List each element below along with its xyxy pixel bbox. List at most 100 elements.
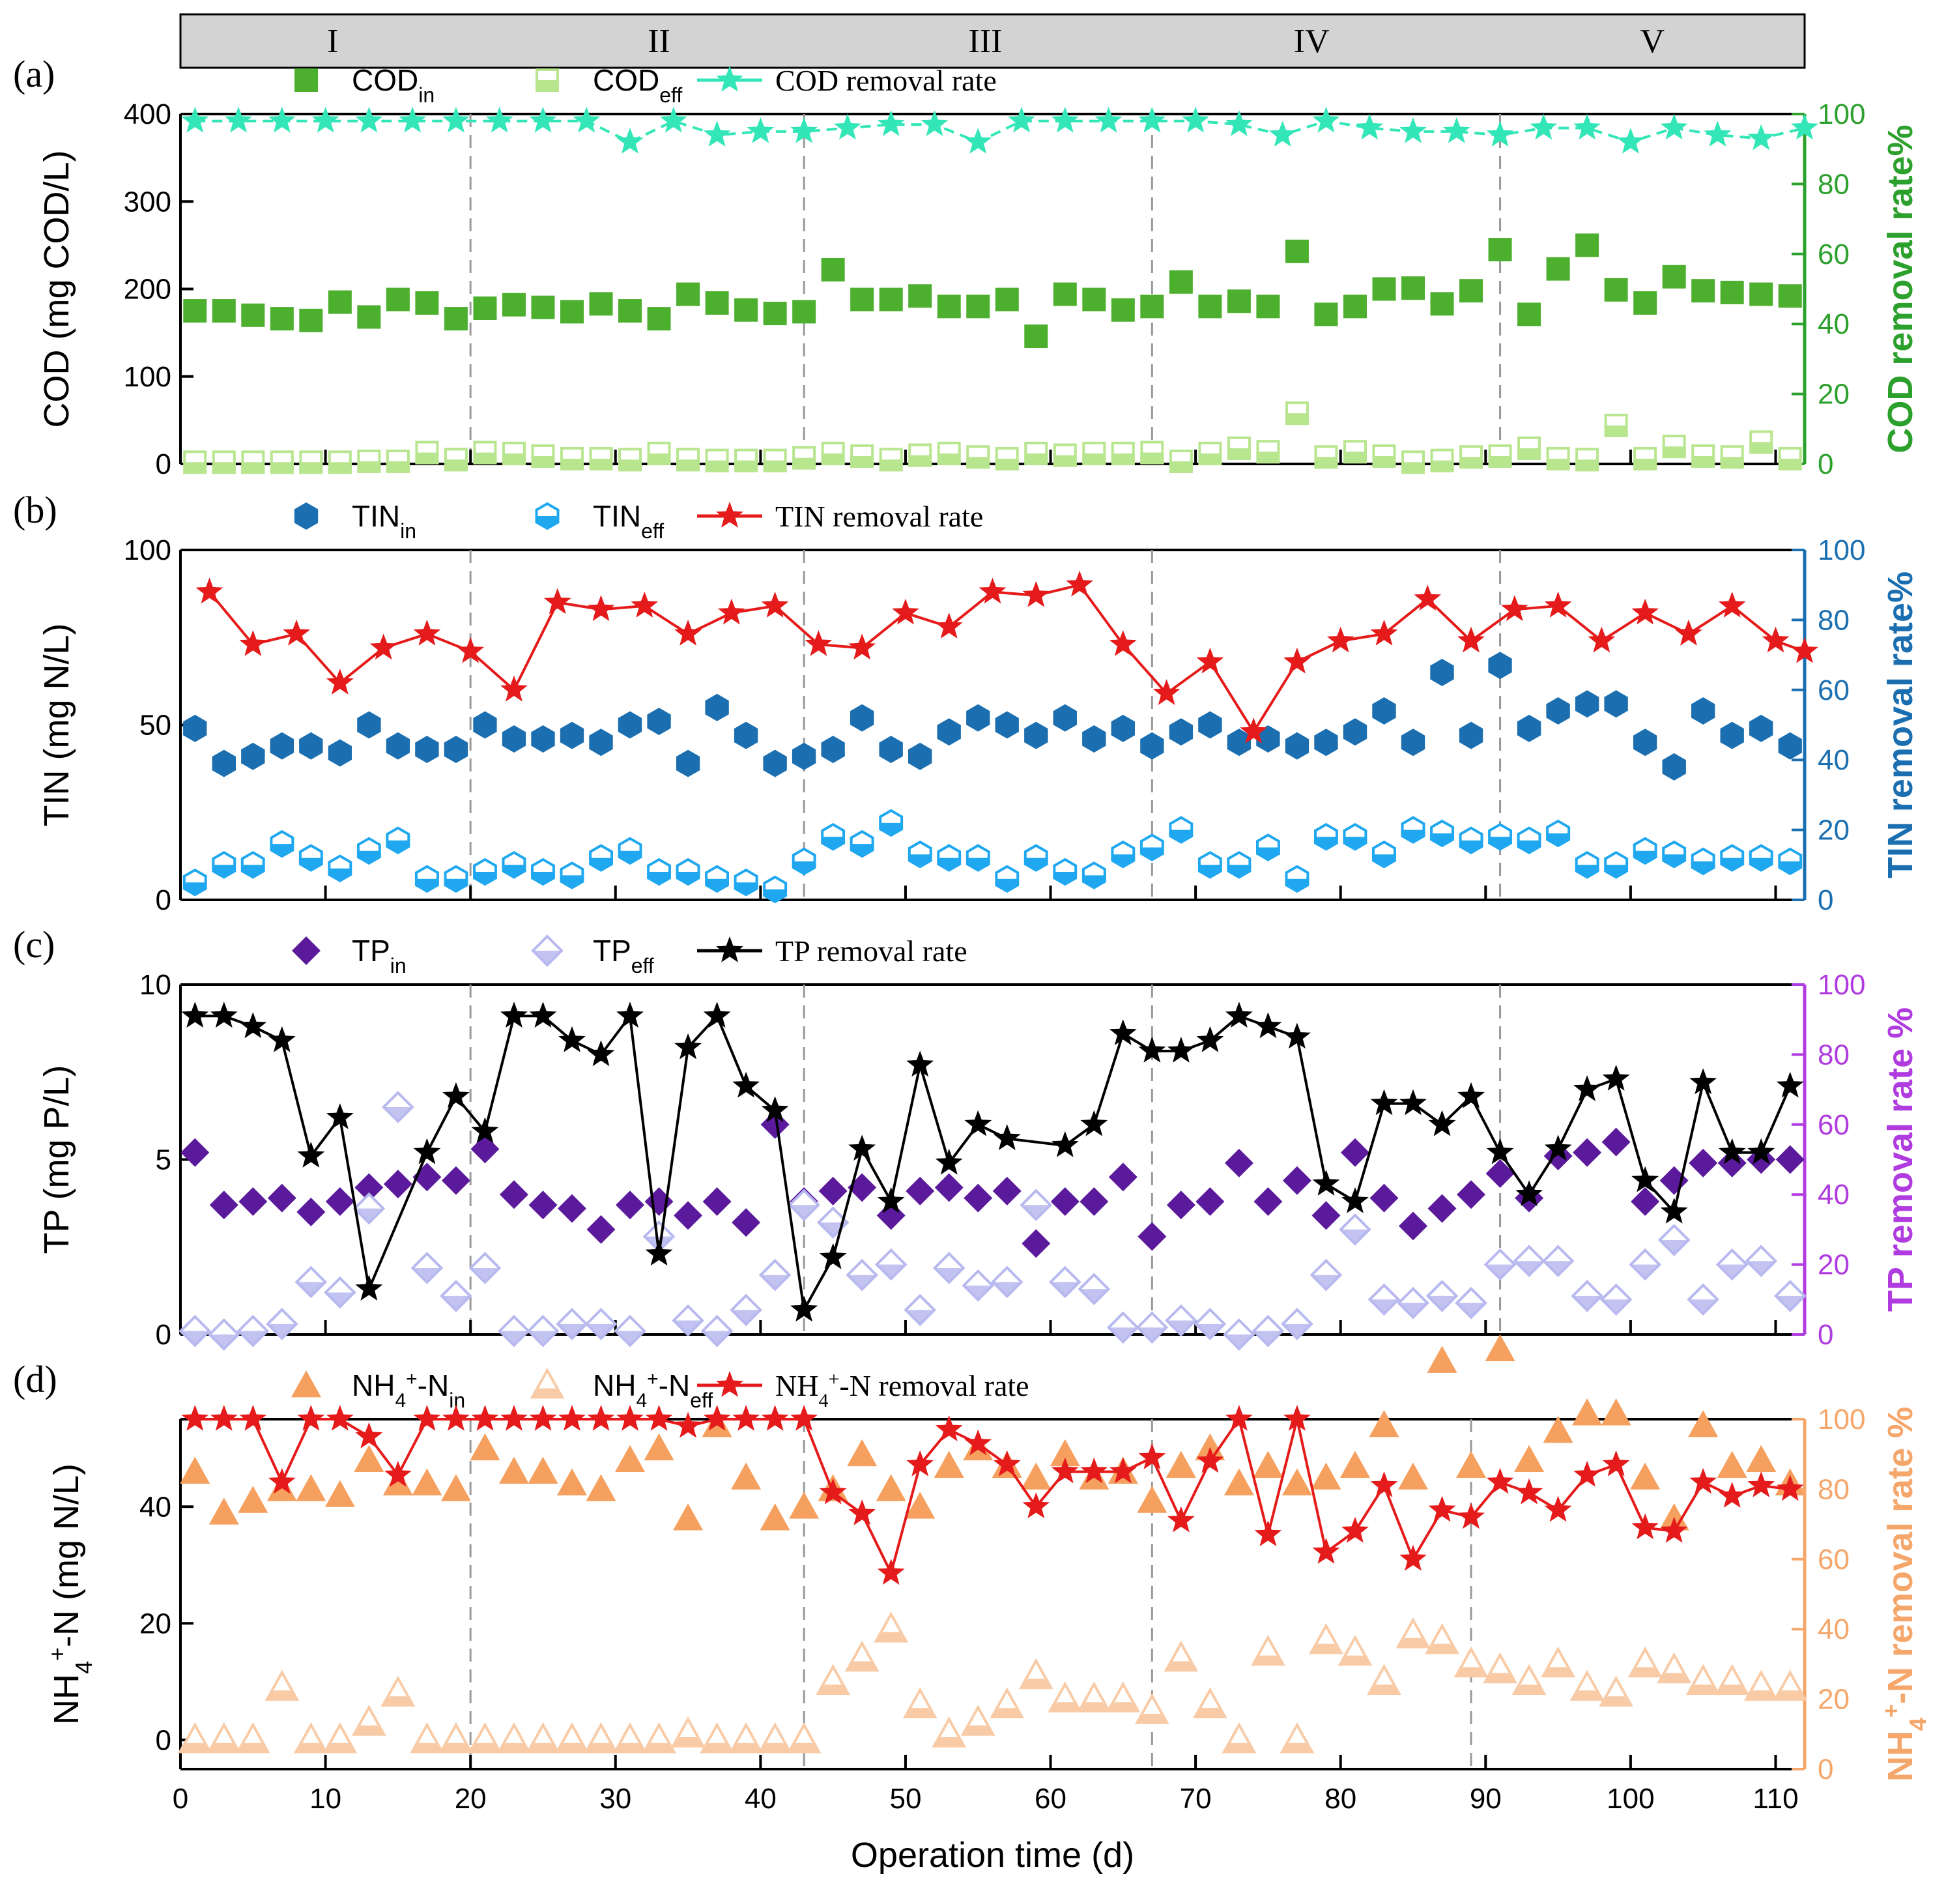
data-point bbox=[1256, 725, 1280, 753]
data-point-fill bbox=[1747, 1261, 1776, 1276]
data-point-fill bbox=[1631, 1264, 1660, 1279]
data-point bbox=[1747, 1138, 1775, 1164]
data-point-fill bbox=[589, 858, 613, 872]
data-point-fill bbox=[212, 865, 236, 879]
data-point bbox=[1483, 1652, 1517, 1684]
data-point bbox=[1136, 1311, 1169, 1344]
data-point bbox=[293, 1722, 328, 1753]
y2-tick-label: 40 bbox=[1818, 1613, 1850, 1645]
data-point bbox=[790, 1405, 818, 1431]
data-point bbox=[673, 1503, 704, 1531]
data-point-fill bbox=[1080, 1289, 1109, 1304]
data-point-fill bbox=[444, 878, 468, 893]
data-point-fill bbox=[731, 1742, 762, 1752]
data-point bbox=[1048, 1681, 1083, 1712]
data-point bbox=[676, 448, 700, 472]
data-point bbox=[906, 1450, 934, 1477]
data-point bbox=[1660, 1516, 1688, 1543]
data-point bbox=[235, 1722, 270, 1753]
data-point bbox=[1718, 591, 1746, 618]
data-point bbox=[1517, 436, 1541, 460]
data-point bbox=[1718, 1482, 1746, 1508]
data-point bbox=[1196, 1026, 1224, 1052]
data-point bbox=[1370, 619, 1398, 646]
data-point-fill bbox=[616, 1331, 645, 1346]
data-point-fill bbox=[560, 458, 584, 470]
data-point-fill bbox=[1456, 1667, 1487, 1677]
data-point-fill bbox=[1314, 457, 1338, 469]
data-point bbox=[1326, 626, 1354, 653]
data-point bbox=[384, 1460, 412, 1487]
data-point bbox=[792, 300, 816, 324]
y2-tick-label: 80 bbox=[1818, 604, 1850, 636]
data-point-fill bbox=[1633, 458, 1657, 470]
data-point bbox=[1513, 1245, 1545, 1278]
data-point bbox=[1167, 1037, 1195, 1063]
data-point bbox=[1743, 1669, 1779, 1701]
data-point bbox=[560, 721, 584, 749]
y2-tick-label: 100 bbox=[1818, 969, 1865, 1001]
data-point bbox=[294, 1265, 328, 1299]
data-point bbox=[239, 1405, 267, 1431]
data-point-fill bbox=[267, 1323, 296, 1338]
data-point bbox=[1662, 753, 1686, 781]
data-point bbox=[647, 858, 671, 886]
data-point bbox=[1195, 1187, 1225, 1216]
data-point-fill bbox=[1138, 1327, 1167, 1342]
x-tick-label: 40 bbox=[745, 1783, 777, 1815]
data-point bbox=[850, 704, 874, 732]
data-point-fill bbox=[705, 878, 729, 893]
data-point-fill bbox=[992, 1708, 1022, 1717]
data-point bbox=[728, 1722, 764, 1753]
data-point-fill bbox=[1398, 1637, 1429, 1647]
data-point bbox=[960, 1705, 995, 1736]
data-point-fill bbox=[357, 461, 381, 473]
data-point bbox=[1343, 440, 1367, 464]
data-point bbox=[1778, 284, 1802, 308]
data-point-fill bbox=[586, 1742, 616, 1752]
data-point bbox=[298, 844, 323, 872]
data-point bbox=[1662, 435, 1686, 459]
data-point bbox=[1254, 1520, 1282, 1546]
data-point bbox=[498, 1456, 529, 1484]
data-point-fill bbox=[299, 858, 323, 872]
panel-a: 0 100 200 300 400 0 20 40 60 80 100 COD (mg COD/L) C… bbox=[13, 53, 1920, 480]
data-point bbox=[672, 1304, 704, 1337]
data-point-fill bbox=[238, 1331, 268, 1346]
data-point bbox=[1633, 728, 1657, 757]
data-point bbox=[1633, 291, 1657, 315]
data-point bbox=[1401, 816, 1425, 844]
data-point-fill bbox=[1343, 837, 1367, 851]
data-point-fill bbox=[1195, 1323, 1225, 1338]
data-point bbox=[1604, 278, 1628, 302]
data-point-fill bbox=[876, 1632, 906, 1641]
data-point bbox=[1227, 436, 1251, 460]
data-point bbox=[1543, 1415, 1573, 1443]
data-point bbox=[1367, 1664, 1401, 1695]
data-point bbox=[207, 1722, 242, 1753]
data-point bbox=[1227, 289, 1251, 313]
data-point bbox=[906, 1176, 935, 1205]
panel-tag: (d) bbox=[13, 1358, 57, 1400]
data-point bbox=[1339, 1450, 1370, 1478]
data-point bbox=[1660, 1198, 1688, 1224]
y-tick-label: 10 bbox=[139, 969, 171, 1001]
data-point bbox=[937, 844, 962, 872]
data-point bbox=[1356, 113, 1384, 140]
data-point bbox=[819, 1478, 847, 1505]
data-point bbox=[879, 448, 903, 472]
data-point-fill bbox=[470, 1742, 500, 1752]
data-point bbox=[1511, 1664, 1547, 1695]
data-point bbox=[1370, 1089, 1398, 1116]
data-point bbox=[1544, 591, 1572, 618]
data-point bbox=[1018, 1658, 1053, 1690]
series-line bbox=[195, 1013, 1792, 1314]
data-point-fill bbox=[1227, 448, 1251, 460]
data-point bbox=[1631, 598, 1659, 625]
data-point bbox=[1425, 1623, 1459, 1654]
data-point bbox=[1169, 816, 1194, 844]
data-point bbox=[351, 1705, 386, 1736]
data-point-fill bbox=[1778, 458, 1802, 470]
data-point bbox=[328, 739, 352, 767]
data-point bbox=[1169, 449, 1193, 473]
